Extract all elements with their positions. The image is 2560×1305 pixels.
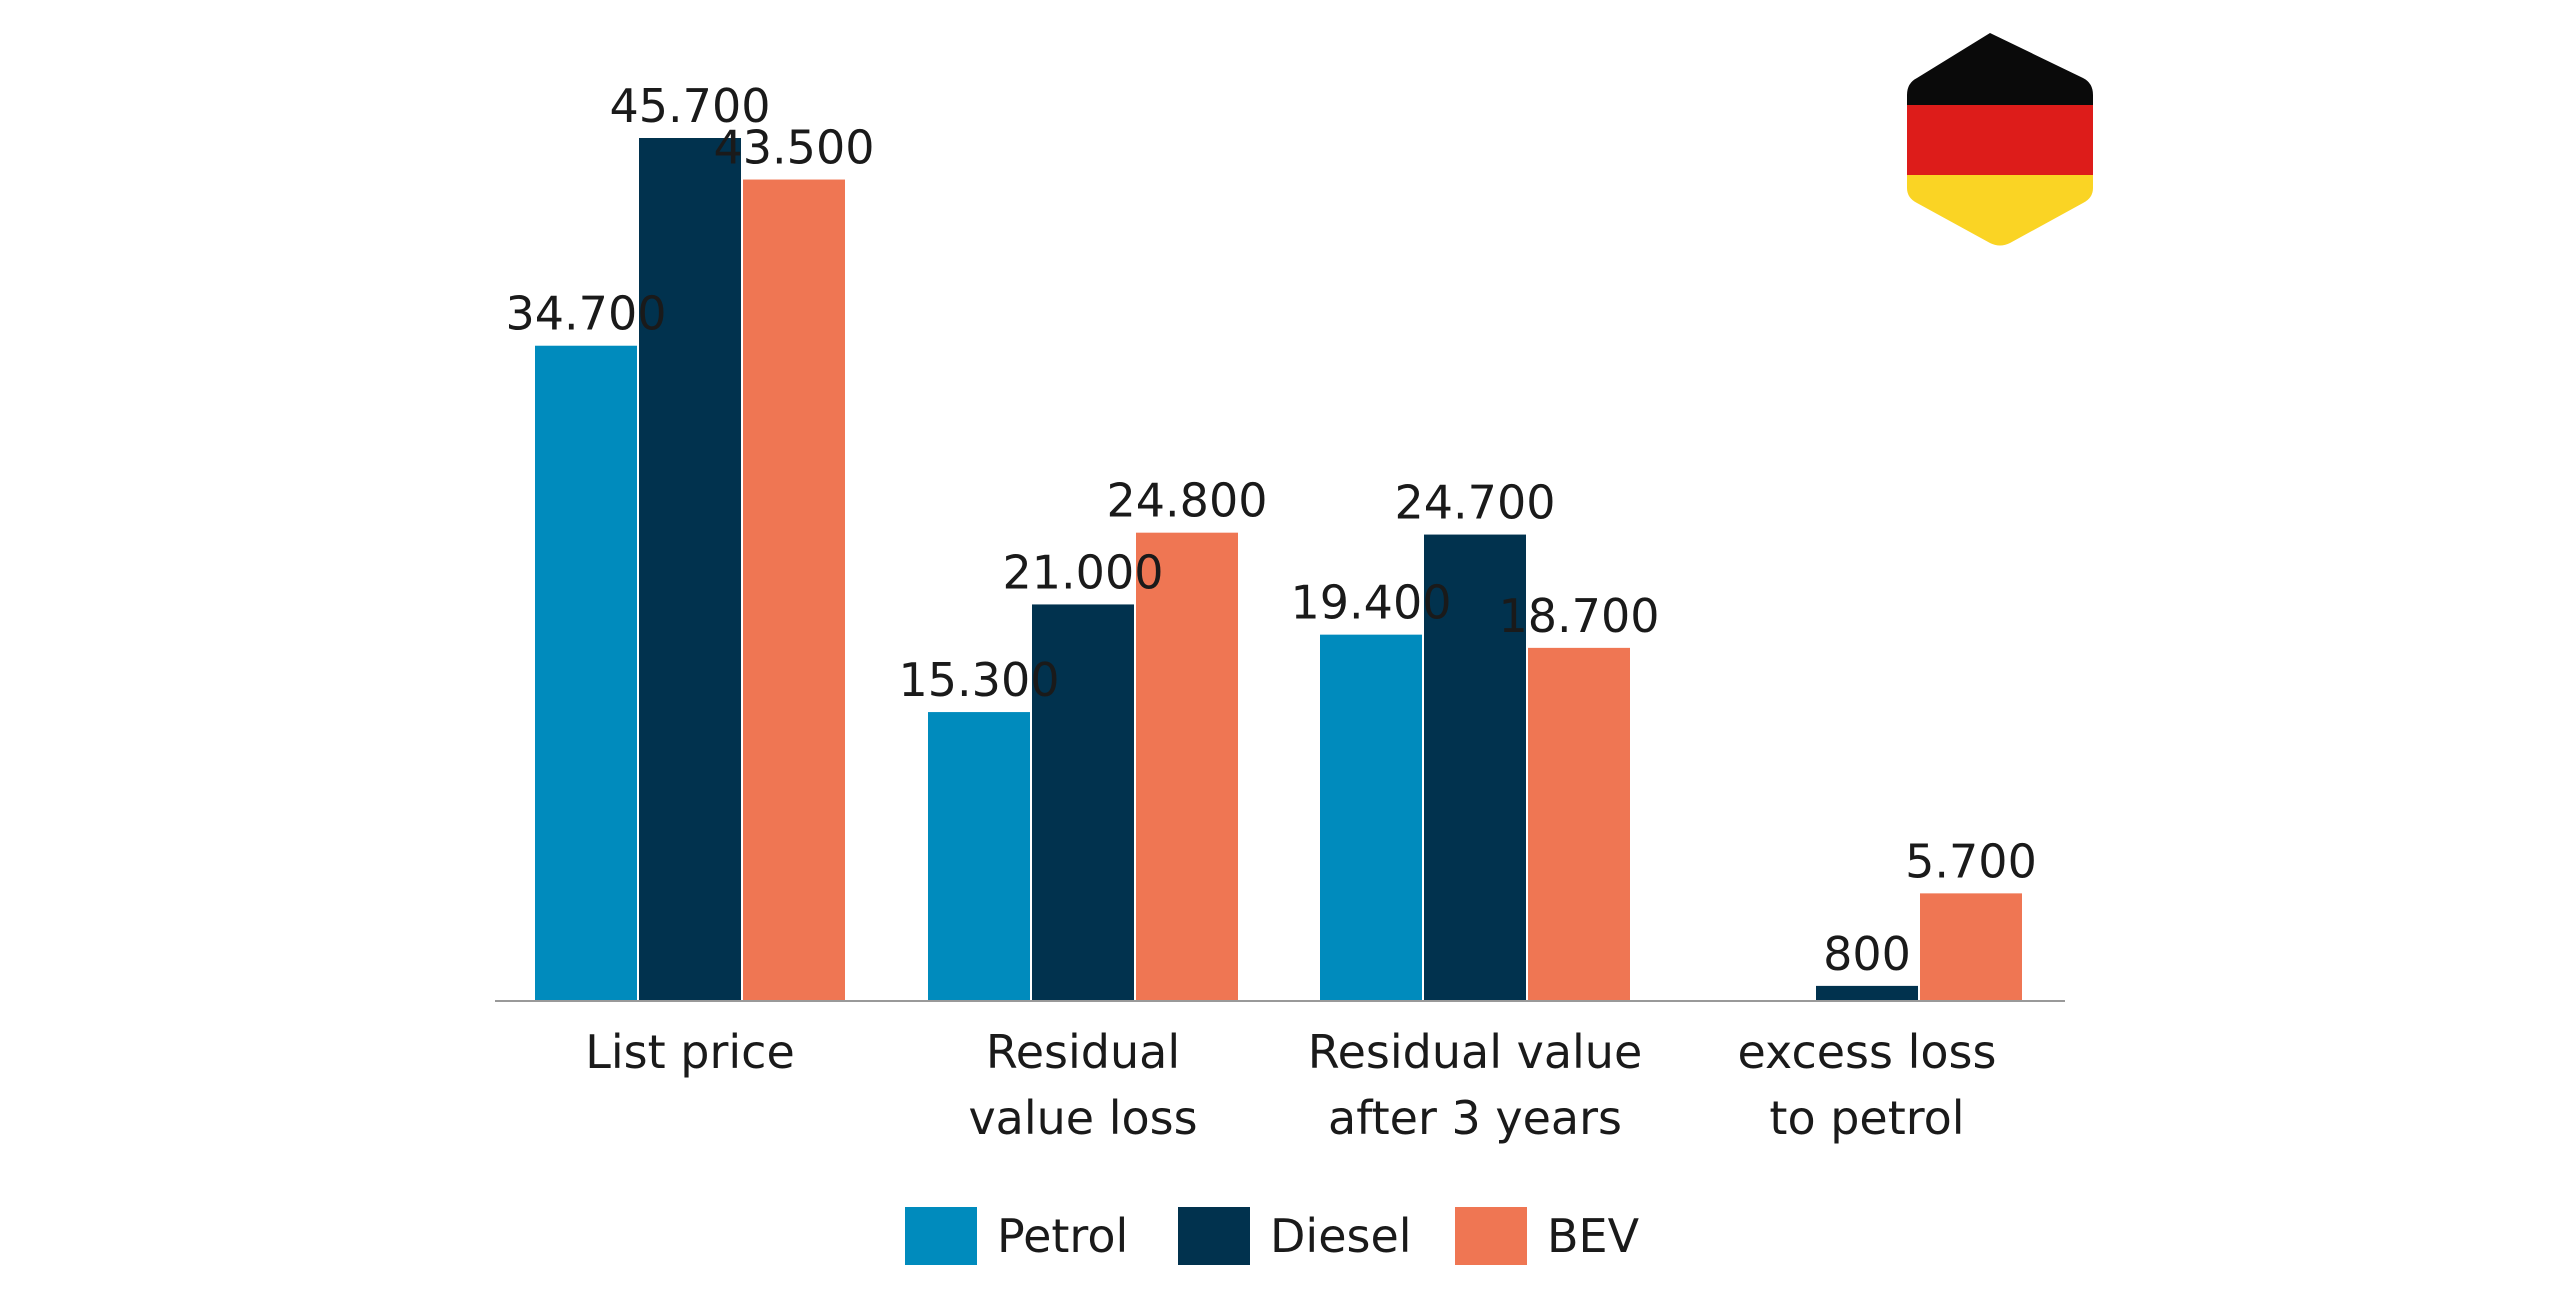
legend-label-bev: BEV bbox=[1547, 1209, 1640, 1263]
bar-diesel-3 bbox=[1816, 985, 1918, 1001]
legend-swatch-petrol bbox=[905, 1207, 977, 1265]
category-label-3-1: to petrol bbox=[1769, 1091, 1964, 1145]
value-label-bev-1: 24.800 bbox=[1107, 474, 1268, 528]
value-label-petrol-2: 19.400 bbox=[1291, 576, 1452, 630]
value-label-bev-2: 18.700 bbox=[1499, 589, 1660, 643]
bar-bev-1 bbox=[1136, 532, 1238, 1001]
value-label-diesel-2: 24.700 bbox=[1395, 476, 1556, 530]
value-label-petrol-0: 34.700 bbox=[506, 287, 667, 341]
category-labels-group: List price Residual value loss Residual val… bbox=[585, 1025, 1996, 1145]
bar-diesel-0 bbox=[639, 138, 741, 1001]
bar-petrol-1 bbox=[928, 712, 1030, 1001]
category-label-3-0: excess loss bbox=[1738, 1025, 1997, 1079]
bar-petrol-2 bbox=[1320, 634, 1422, 1001]
bar-bev-3 bbox=[1920, 893, 2022, 1001]
category-label-1-0: Residual bbox=[986, 1025, 1180, 1079]
value-label-petrol-1: 15.300 bbox=[899, 653, 1060, 707]
bar-bev-2 bbox=[1528, 647, 1630, 1001]
bar-petrol-0 bbox=[535, 345, 637, 1002]
germany-flag-icon bbox=[1907, 33, 2093, 246]
legend-label-petrol: Petrol bbox=[997, 1209, 1128, 1263]
value-label-diesel-0: 45.700 bbox=[610, 79, 771, 133]
bar-bev-0 bbox=[743, 179, 845, 1001]
category-label-2-0: Residual value bbox=[1308, 1025, 1643, 1079]
legend-swatch-bev bbox=[1455, 1207, 1527, 1265]
bars-group bbox=[535, 138, 2022, 1002]
value-label-bev-3: 5.700 bbox=[1905, 834, 2037, 888]
value-label-bev-0: 43.500 bbox=[714, 121, 875, 175]
legend-swatch-diesel bbox=[1178, 1207, 1250, 1265]
category-label-1-1: value loss bbox=[968, 1091, 1197, 1145]
category-label-2-1: after 3 years bbox=[1328, 1091, 1622, 1145]
legend: Petrol Diesel BEV bbox=[905, 1207, 1640, 1265]
bar-diesel-1 bbox=[1032, 604, 1134, 1001]
value-label-diesel-1: 21.000 bbox=[1003, 545, 1164, 599]
legend-label-diesel: Diesel bbox=[1270, 1209, 1412, 1263]
category-label-0-0: List price bbox=[585, 1025, 795, 1079]
value-label-diesel-3: 800 bbox=[1823, 927, 1911, 981]
bar-diesel-2 bbox=[1424, 534, 1526, 1001]
